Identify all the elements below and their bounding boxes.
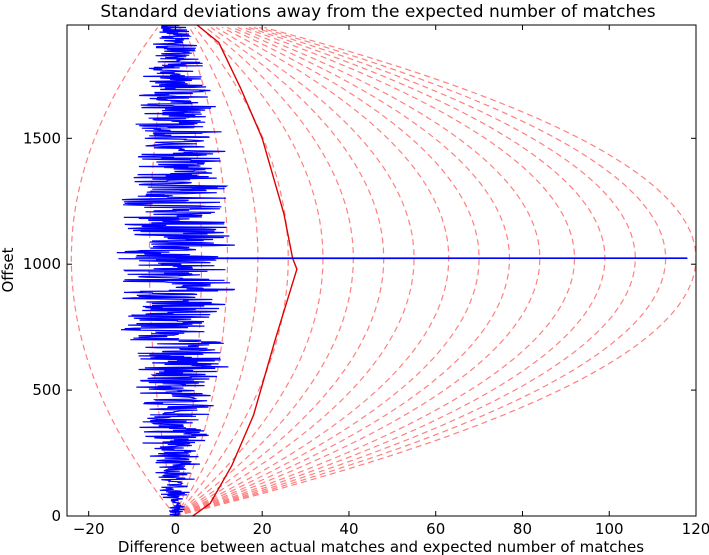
sigma-curve xyxy=(175,27,324,516)
y-axis-label: Offset xyxy=(0,247,17,292)
sigma-curve xyxy=(175,26,667,516)
observed-series-layer xyxy=(116,25,688,516)
sigma-curve xyxy=(175,26,606,516)
observed-series-line xyxy=(116,25,688,516)
y-axis-ticks: 0 500 1000 1500 xyxy=(23,129,696,525)
x-axis-label: Difference between actual matches and ex… xyxy=(118,538,644,555)
sigma-curve xyxy=(175,27,354,516)
x-tick-label: 100 xyxy=(595,520,624,538)
x-tick-label: 60 xyxy=(426,520,445,538)
x-tick-label: 20 xyxy=(253,520,272,538)
sigma-curve xyxy=(175,26,511,516)
sigma-curve xyxy=(175,26,450,516)
bound-curve-layer xyxy=(192,25,298,516)
y-tick-label: 1500 xyxy=(23,129,61,147)
y-tick-label: 1000 xyxy=(23,255,61,273)
sigma-curve xyxy=(174,27,259,516)
x-tick-label: 0 xyxy=(171,520,181,538)
y-tick-label: 500 xyxy=(32,381,61,399)
chart-title: Standard deviations away from the expect… xyxy=(100,2,655,22)
plot-area xyxy=(70,25,696,516)
sigma-curve xyxy=(175,26,541,516)
sigma-curve xyxy=(175,26,696,516)
x-tick-label: 120 xyxy=(682,520,709,538)
x-tick-label: 80 xyxy=(513,520,532,538)
sigma-curves xyxy=(70,26,696,516)
sigma-curve xyxy=(175,26,576,516)
x-axis-ticks: −20 0 20 40 60 80 100 120 xyxy=(73,25,709,538)
sigma-curve xyxy=(175,26,636,516)
sigma-curve xyxy=(175,26,480,516)
sigma-curve xyxy=(174,27,229,516)
x-tick-label: −20 xyxy=(73,520,105,538)
bound-curve xyxy=(192,25,298,516)
sigma-curve xyxy=(175,26,415,516)
plot-frame xyxy=(66,24,697,517)
y-tick-label: 0 xyxy=(51,507,61,525)
x-tick-label: 40 xyxy=(339,520,358,538)
sigma-curve xyxy=(175,27,385,516)
